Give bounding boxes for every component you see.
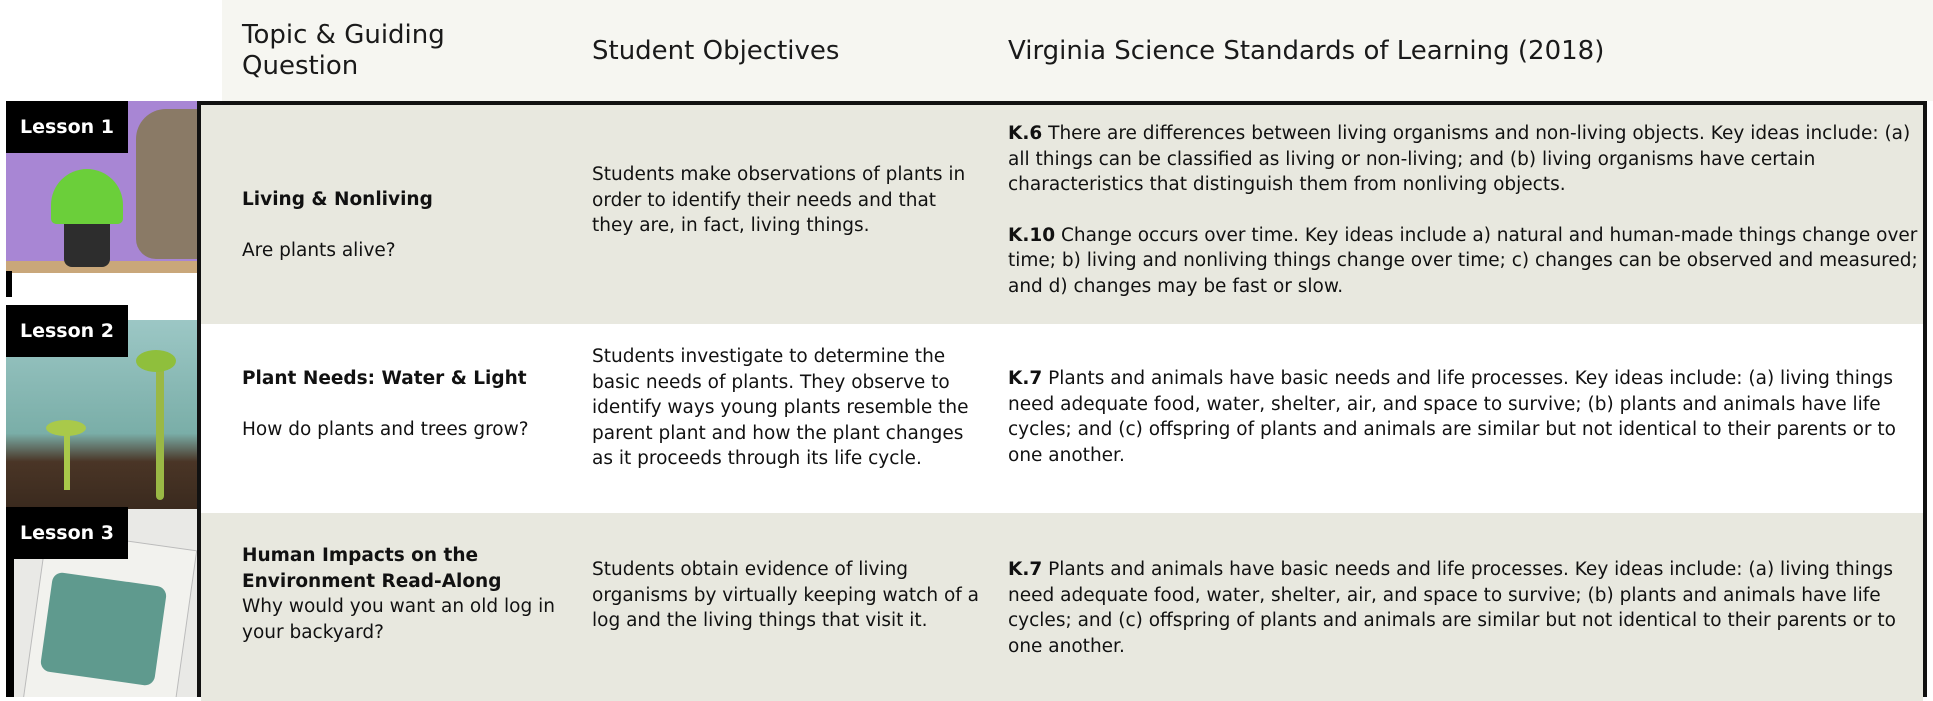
lesson-badge: Lesson 3 [6, 507, 128, 559]
topic-heading: Topic & Guiding Question [242, 20, 492, 82]
standard-text: Change occurs over time. Key ideas inclu… [1008, 225, 1918, 297]
topic-title: Living & Nonliving [242, 187, 562, 213]
standards-cell: K.7 Plants and animals have basic needs … [1008, 557, 1920, 684]
guiding-question: Why would you want an old log in your ba… [242, 594, 562, 645]
student-objectives: Students make observations of plants in … [592, 162, 982, 239]
guiding-question: How do plants and trees grow? [242, 417, 562, 443]
page: {"header":{"topic_heading":"Topic & Guid… [0, 0, 1933, 697]
standard-text: Plants and animals have basic needs and … [1008, 368, 1896, 466]
topic-cell: Human Impacts on the Environment Read-Al… [242, 543, 562, 645]
standard: K.10 Change occurs over time. Key ideas … [1008, 223, 1920, 300]
student-objectives: Students obtain evidence of living organ… [592, 557, 982, 634]
standard: K.6 There are differences between living… [1008, 121, 1920, 198]
topic-cell: Plant Needs: Water & Light How do plants … [242, 366, 562, 442]
topic-title: Plant Needs: Water & Light [242, 366, 562, 392]
standard-code: K.7 [1008, 368, 1042, 389]
lesson-badge: Lesson 1 [6, 101, 128, 153]
standards-cell: K.6 There are differences between living… [1008, 121, 1920, 324]
standards-heading: Virginia Science Standards of Learning (… [1008, 36, 1604, 67]
standard: K.7 Plants and animals have basic needs … [1008, 557, 1920, 659]
lesson-table: Living & Nonliving Are plants alive? Stude… [197, 101, 1927, 697]
lesson-row: Human Impacts on the Environment Read-Al… [201, 513, 1923, 701]
objectives-heading: Student Objectives [592, 36, 839, 67]
standard: K.7 Plants and animals have basic needs … [1008, 366, 1920, 468]
standard-code: K.10 [1008, 225, 1055, 246]
lesson-badge: Lesson 2 [6, 305, 128, 357]
topic-title: Human Impacts on the Environment Read-Al… [242, 543, 562, 594]
student-objectives: Students investigate to determine the ba… [592, 344, 982, 472]
standard-text: There are differences between living org… [1008, 123, 1910, 195]
standard-text: Plants and animals have basic needs and … [1008, 559, 1896, 657]
header-row: Topic & Guiding Question Student Objecti… [222, 0, 1933, 101]
lesson-row: Living & Nonliving Are plants alive? Stude… [201, 105, 1923, 324]
standards-cell: K.7 Plants and animals have basic needs … [1008, 366, 1920, 493]
lesson-row: Plant Needs: Water & Light How do plants … [201, 324, 1923, 513]
standard-code: K.6 [1008, 123, 1042, 144]
topic-cell: Living & Nonliving Are plants alive? [242, 187, 562, 263]
standard-code: K.7 [1008, 559, 1042, 580]
guiding-question: Are plants alive? [242, 238, 562, 264]
